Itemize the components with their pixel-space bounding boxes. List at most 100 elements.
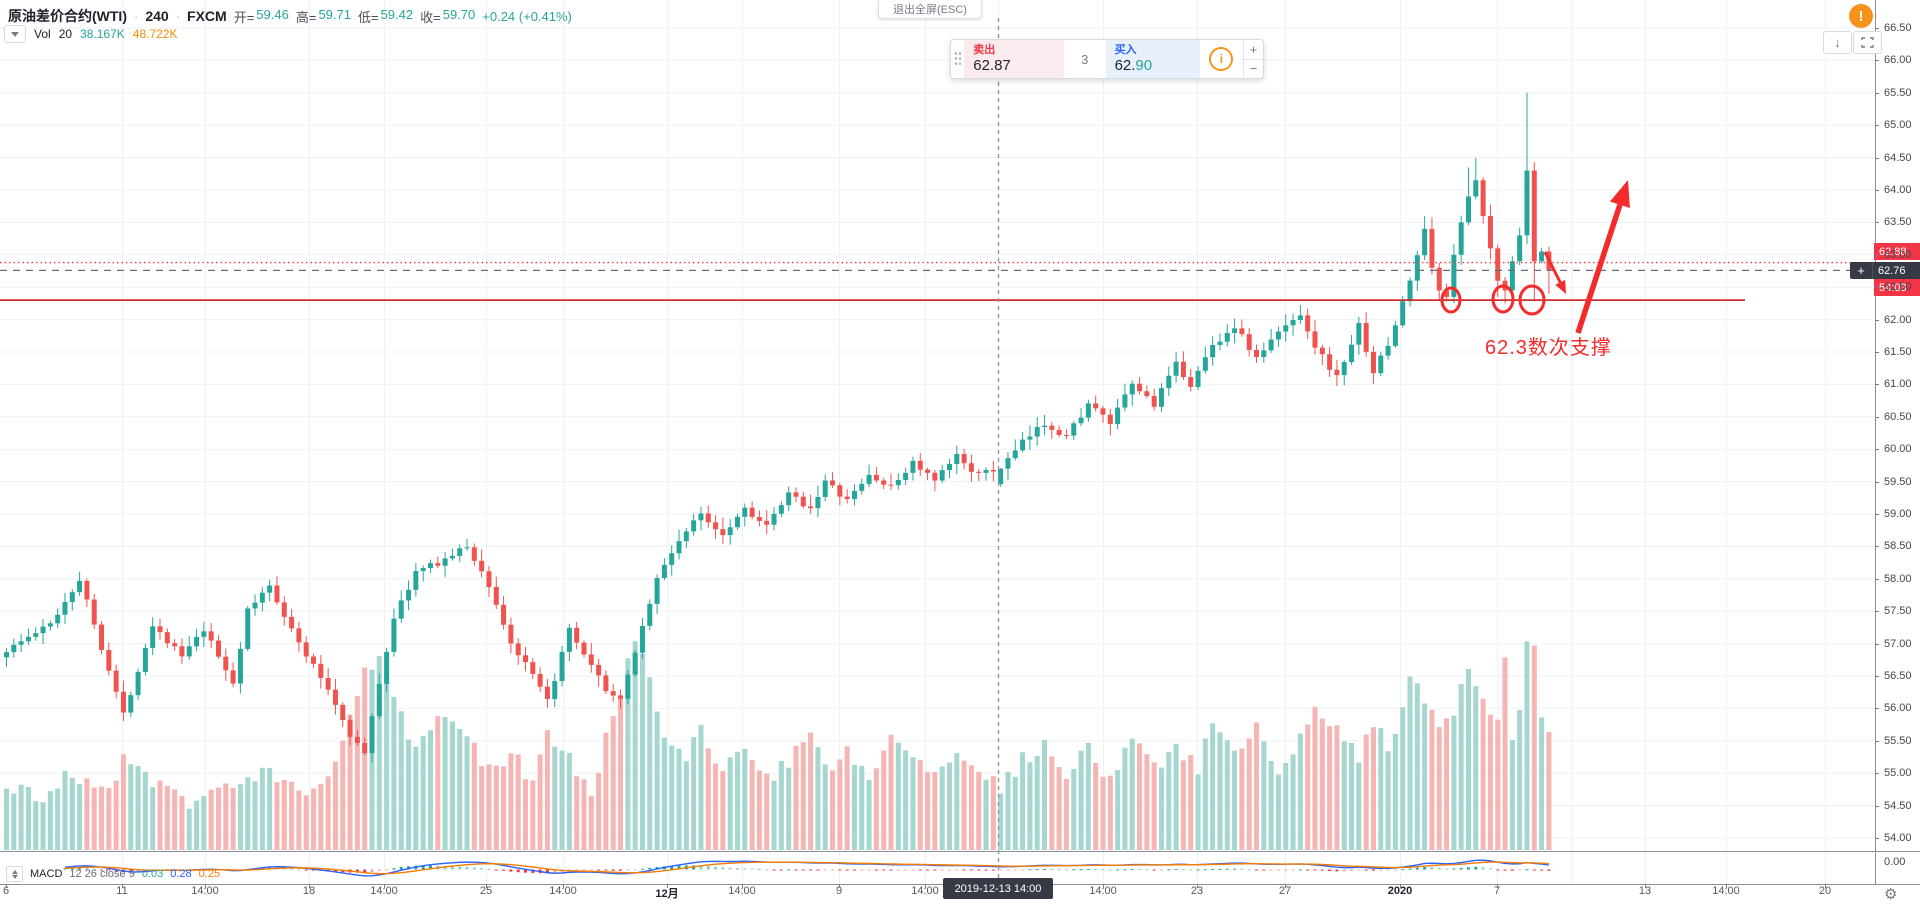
macd-layer [63, 859, 1551, 877]
price-tick-mark [1875, 222, 1879, 223]
buy-label: 买入 [1114, 44, 1137, 56]
time-tick-mark [205, 884, 206, 888]
price-tick-mark [1875, 838, 1879, 839]
price-tick-label: 54.00 [1884, 832, 1912, 844]
price-tick-mark [1875, 255, 1879, 256]
time-tick-label: 6 [2, 885, 10, 897]
price-tick-mark [1875, 28, 1879, 29]
price-lines [0, 261, 1875, 302]
price-tick-label: 60.00 [1884, 443, 1912, 456]
price-tick-mark [1875, 611, 1879, 612]
price-tick-label: 61.00 [1884, 378, 1912, 391]
price-tick-label: 64.00 [1884, 184, 1912, 196]
exit-fullscreen-button[interactable]: 退出全屏(ESC) [878, 0, 982, 19]
add-order-plus-button[interactable]: + [1850, 262, 1873, 279]
price-tick-label: 65.00 [1884, 119, 1912, 132]
price-tick-label: 66.00 [1884, 54, 1912, 67]
decrease-button[interactable]: − [1249, 61, 1258, 77]
gear-icon[interactable]: ⚙ [1884, 886, 1898, 903]
price-tick-label: 54.50 [1884, 799, 1912, 812]
price-tick-label: 58.50 [1884, 540, 1912, 553]
frame-corners-icon [1861, 37, 1874, 48]
time-tick-label: 11 [116, 885, 128, 897]
macd-indicator-row: MACD 12 26 close 9 0.03 0.28 0.25 [6, 866, 220, 882]
time-tick-mark [1400, 884, 1401, 888]
time-tick-label: 2020 [1387, 885, 1413, 897]
price-tick-label: 60.50 [1884, 410, 1912, 423]
time-tick-label: 18 [302, 885, 316, 897]
grid-layer [0, 0, 1875, 884]
price-tick-mark [1875, 806, 1879, 807]
time-tick-label: 14:00 [1712, 885, 1740, 897]
price-tick-mark [1875, 60, 1879, 61]
macd-label[interactable]: MACD [30, 868, 63, 880]
drag-dots-icon [954, 51, 962, 67]
price-tick-label: 59.00 [1884, 508, 1912, 520]
size-stepper: + − [1244, 40, 1263, 78]
buy-button[interactable]: 买入 62.90 [1105, 40, 1200, 78]
bar-countdown-label: 54:03 [1874, 279, 1920, 296]
price-tick-label: 64.50 [1884, 151, 1912, 164]
time-tick-label: 14:00 [549, 885, 577, 897]
time-tick-label: 14:00 [1089, 885, 1117, 897]
chevron-down-icon[interactable] [4, 25, 26, 43]
price-tick-label: 62.50 [1884, 281, 1912, 294]
price-tick-mark [1875, 352, 1879, 353]
ohlc-low: 低= 59.42 [357, 6, 414, 25]
time-tick-mark [6, 884, 7, 888]
macd-params: 12 26 close 9 [69, 868, 135, 880]
drag-handle[interactable] [951, 40, 964, 78]
time-tick-label: 23 [1190, 885, 1204, 897]
down-arrow-icon: ↓ [1834, 35, 1841, 50]
price-tick-mark [1875, 417, 1879, 418]
volume-indicator-row: Vol 20 38.167K 48.722K [4, 25, 177, 43]
time-tick-mark [384, 884, 385, 888]
sell-button[interactable]: 卖出 62.87 [964, 40, 1064, 78]
price-tick-mark [1875, 320, 1879, 321]
symbol-title[interactable]: 原油差价合约(WTI) [8, 8, 127, 24]
time-tick-mark [925, 884, 926, 888]
time-tick-label: 9 [835, 885, 843, 897]
crosshair-time-label: 2019-12-13 14:00 [943, 878, 1053, 899]
support-touch-circle [1440, 286, 1462, 314]
info-button[interactable]: i [1200, 40, 1245, 78]
time-tick-label: 14:00 [370, 885, 398, 897]
spread-value: 3 [1081, 51, 1089, 67]
price-tick-label: 55.00 [1884, 767, 1912, 780]
time-tick-mark [1726, 884, 1727, 888]
exchange-label: FXCM [187, 8, 227, 24]
restore-view-button[interactable] [1853, 31, 1882, 54]
increase-button[interactable]: + [1244, 40, 1263, 60]
price-tick-label: 56.50 [1884, 670, 1912, 682]
macd-hist-value: 0.03 [141, 868, 164, 880]
price-tick-mark [1875, 482, 1879, 483]
scroll-to-recent-button[interactable]: ↓ [1823, 31, 1852, 54]
trade-panel: 卖出 62.87 3 买入 62.90 i + − [950, 39, 1264, 79]
volume-layer [4, 641, 1552, 850]
volume-ma-value: 48.722K [132, 27, 178, 41]
time-tick-label: 20 [1818, 885, 1832, 897]
time-tick-mark [667, 884, 668, 888]
price-tick-mark [1875, 287, 1879, 288]
candles-layer [4, 92, 1552, 763]
price-tick-mark [1875, 93, 1879, 94]
alert-badge-icon[interactable]: ! [1849, 4, 1873, 28]
sell-label: 卖出 [973, 44, 996, 56]
price-tick-label: 57.50 [1884, 605, 1912, 618]
price-tick-label: 65.50 [1884, 86, 1912, 99]
support-touch-circle [1491, 284, 1515, 314]
price-tick-label: 58.00 [1884, 572, 1912, 585]
drawing-annotations [1440, 180, 1630, 334]
interval-label[interactable]: 240 [145, 8, 169, 24]
price-tick-label: 55.50 [1884, 734, 1912, 747]
volume-label[interactable]: Vol [34, 27, 51, 41]
price-tick-mark [1875, 676, 1879, 677]
time-tick-mark [839, 884, 840, 888]
macd-line-value: 0.28 [170, 868, 192, 880]
time-tick-mark [1103, 884, 1104, 888]
pane-resize-icon[interactable] [6, 866, 23, 882]
separator-dot: · [133, 8, 139, 24]
separator-dot: · [175, 8, 181, 24]
price-tick-label: 57.00 [1884, 637, 1912, 650]
